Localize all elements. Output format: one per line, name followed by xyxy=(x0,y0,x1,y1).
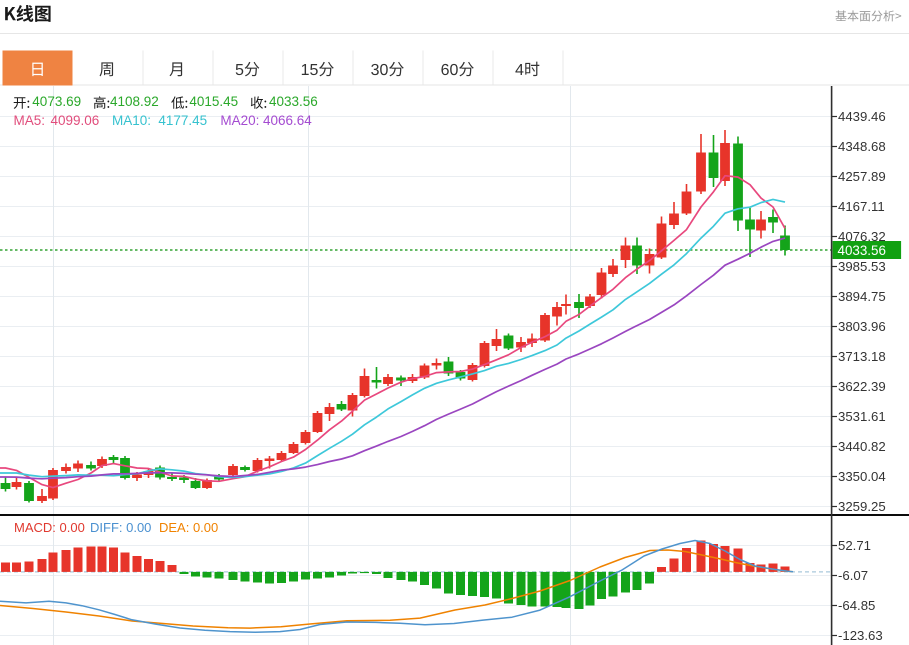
svg-text:4257.89: 4257.89 xyxy=(838,169,886,184)
svg-text:-6.07: -6.07 xyxy=(838,568,868,583)
svg-text:3713.18: 3713.18 xyxy=(838,349,886,364)
svg-text:4033.56: 4033.56 xyxy=(838,243,886,258)
svg-text:3259.25: 3259.25 xyxy=(838,499,886,514)
svg-text:-123.63: -123.63 xyxy=(838,628,883,643)
svg-text:3350.04: 3350.04 xyxy=(838,469,886,484)
svg-text:4076.32: 4076.32 xyxy=(838,229,886,244)
svg-text:3985.53: 3985.53 xyxy=(838,259,886,274)
svg-text:3803.96: 3803.96 xyxy=(838,319,886,334)
svg-text:4439.46: 4439.46 xyxy=(838,109,886,124)
svg-text:3440.82: 3440.82 xyxy=(838,439,886,454)
svg-text:4348.68: 4348.68 xyxy=(838,139,886,154)
svg-text:-64.85: -64.85 xyxy=(838,598,875,613)
svg-text:3531.61: 3531.61 xyxy=(838,409,886,424)
svg-text:3622.39: 3622.39 xyxy=(838,379,886,394)
svg-text:4167.11: 4167.11 xyxy=(838,199,885,214)
svg-text:3894.75: 3894.75 xyxy=(838,289,886,304)
svg-text:52.71: 52.71 xyxy=(838,538,871,553)
